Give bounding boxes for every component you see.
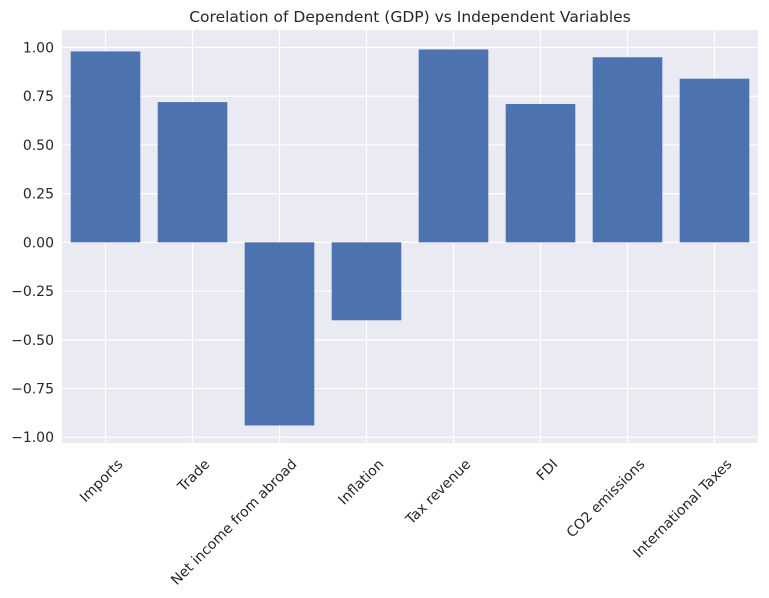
y-tick-label: −0.25 [11,284,54,300]
y-tick-label: −1.00 [11,430,54,446]
bar [157,102,228,243]
bar [331,242,402,321]
y-tick-label: 1.00 [23,41,54,57]
x-tick-label: Trade [174,457,213,496]
bar [505,104,576,243]
bar [244,242,315,426]
y-tick-label: 0.00 [23,235,54,251]
bar [418,49,489,243]
x-tick-label: Tax revenue [402,457,474,529]
y-tick-label: −0.50 [11,333,54,349]
y-tick-label: 0.25 [23,187,54,203]
chart-title: Corelation of Dependent (GDP) vs Indepen… [189,8,631,26]
bars [70,49,750,426]
bar [592,57,663,243]
y-tick-label: 0.75 [23,89,54,105]
x-tick-label: Inflation [336,457,388,509]
x-tick-label: CO2 emissions [564,457,649,542]
x-tick-label: International Taxes [630,457,735,562]
x-tick-label: Imports [77,457,126,506]
bar [679,78,750,243]
y-tick-label: 0.50 [23,138,54,154]
y-tick-label: −0.75 [11,381,54,397]
bar [70,51,141,243]
y-axis-ticks: 1.00 0.75 0.50 0.25 0.00 −0.25 −0.50 −0.75 −1.00 [11,41,54,447]
x-tick-label: FDI [534,457,562,485]
